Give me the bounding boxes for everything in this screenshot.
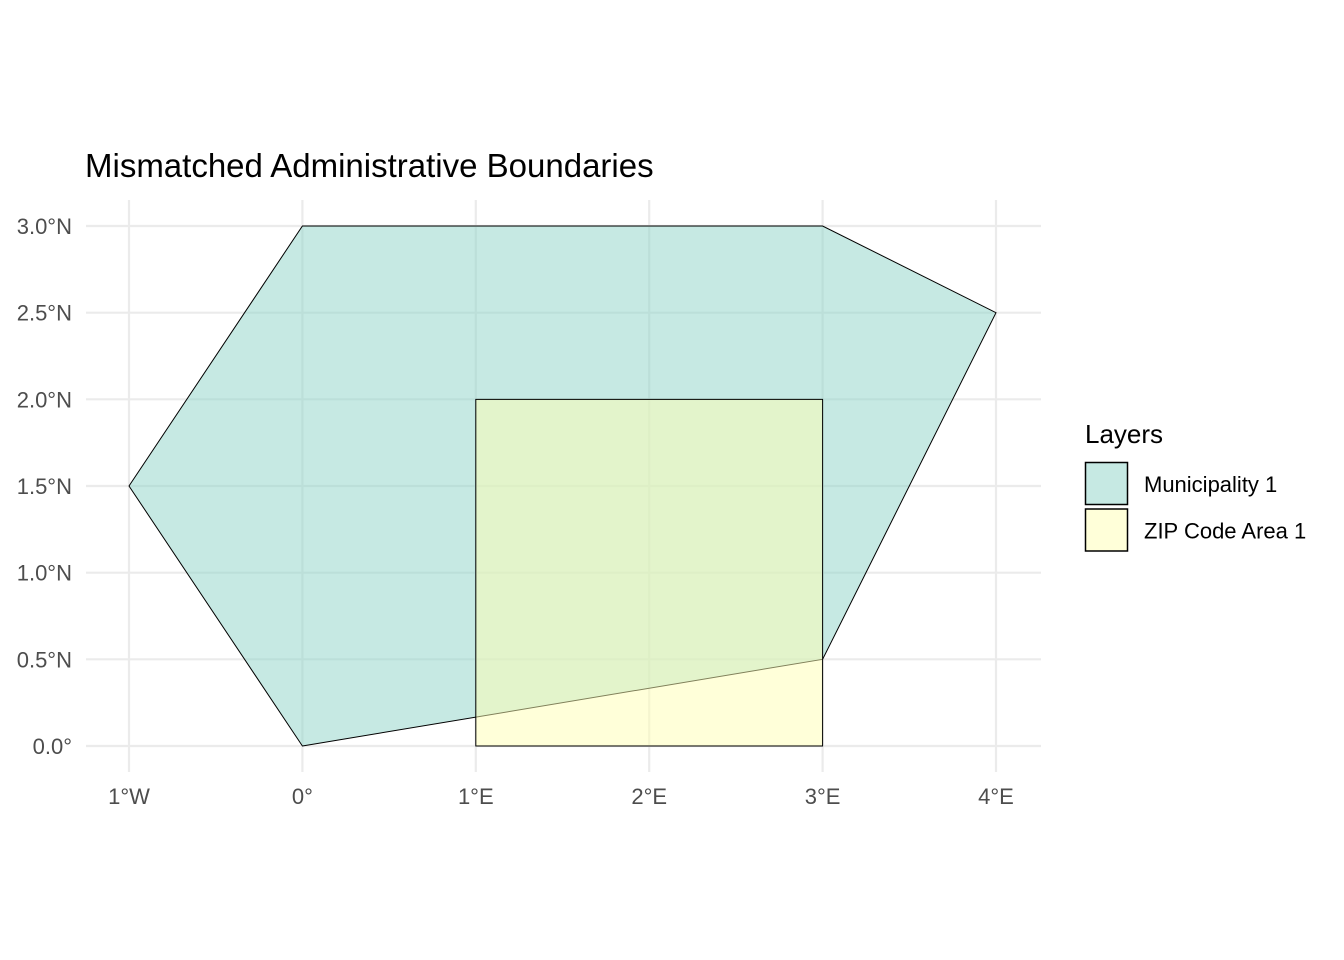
y-tick-label: 0.5°N (17, 647, 72, 672)
x-tick-label: 0° (292, 784, 313, 809)
x-tick-label: 4°E (978, 784, 1014, 809)
map-layers (128, 225, 997, 747)
legend-swatch (1084, 461, 1129, 506)
legend: Layers Municipality 1 ZIP Code Area 1 (1084, 419, 1306, 552)
y-tick-label: 1.5°N (17, 474, 72, 499)
y-tick-label: 3.0°N (17, 214, 72, 239)
legend-swatch (1084, 508, 1129, 552)
y-tick-label: 0.0° (33, 734, 72, 759)
x-tick-label: 3°E (805, 784, 841, 809)
x-tick-label: 1°W (108, 784, 150, 809)
chart-title: Mismatched Administrative Boundaries (85, 147, 654, 184)
legend-label: ZIP Code Area 1 (1144, 519, 1306, 544)
x-tick-label: 1°E (458, 784, 494, 809)
legend-items: Municipality 1 ZIP Code Area 1 (1084, 461, 1306, 552)
y-tick-label: 2.5°N (17, 301, 72, 326)
x-axis-ticks: 1°W 0° 1°E 2°E 3°E 4°E (108, 784, 1014, 809)
y-tick-label: 2.0°N (17, 387, 72, 412)
y-tick-label: 1.0°N (17, 561, 72, 586)
legend-title: Layers (1085, 419, 1163, 449)
polygon-zip-code-area-1 (475, 398, 824, 747)
y-axis-ticks: 0.0° 0.5°N 1.0°N 1.5°N 2.0°N 2.5°N 3.0°N (17, 214, 72, 759)
legend-label: Municipality 1 (1144, 472, 1277, 497)
x-tick-label: 2°E (631, 784, 667, 809)
